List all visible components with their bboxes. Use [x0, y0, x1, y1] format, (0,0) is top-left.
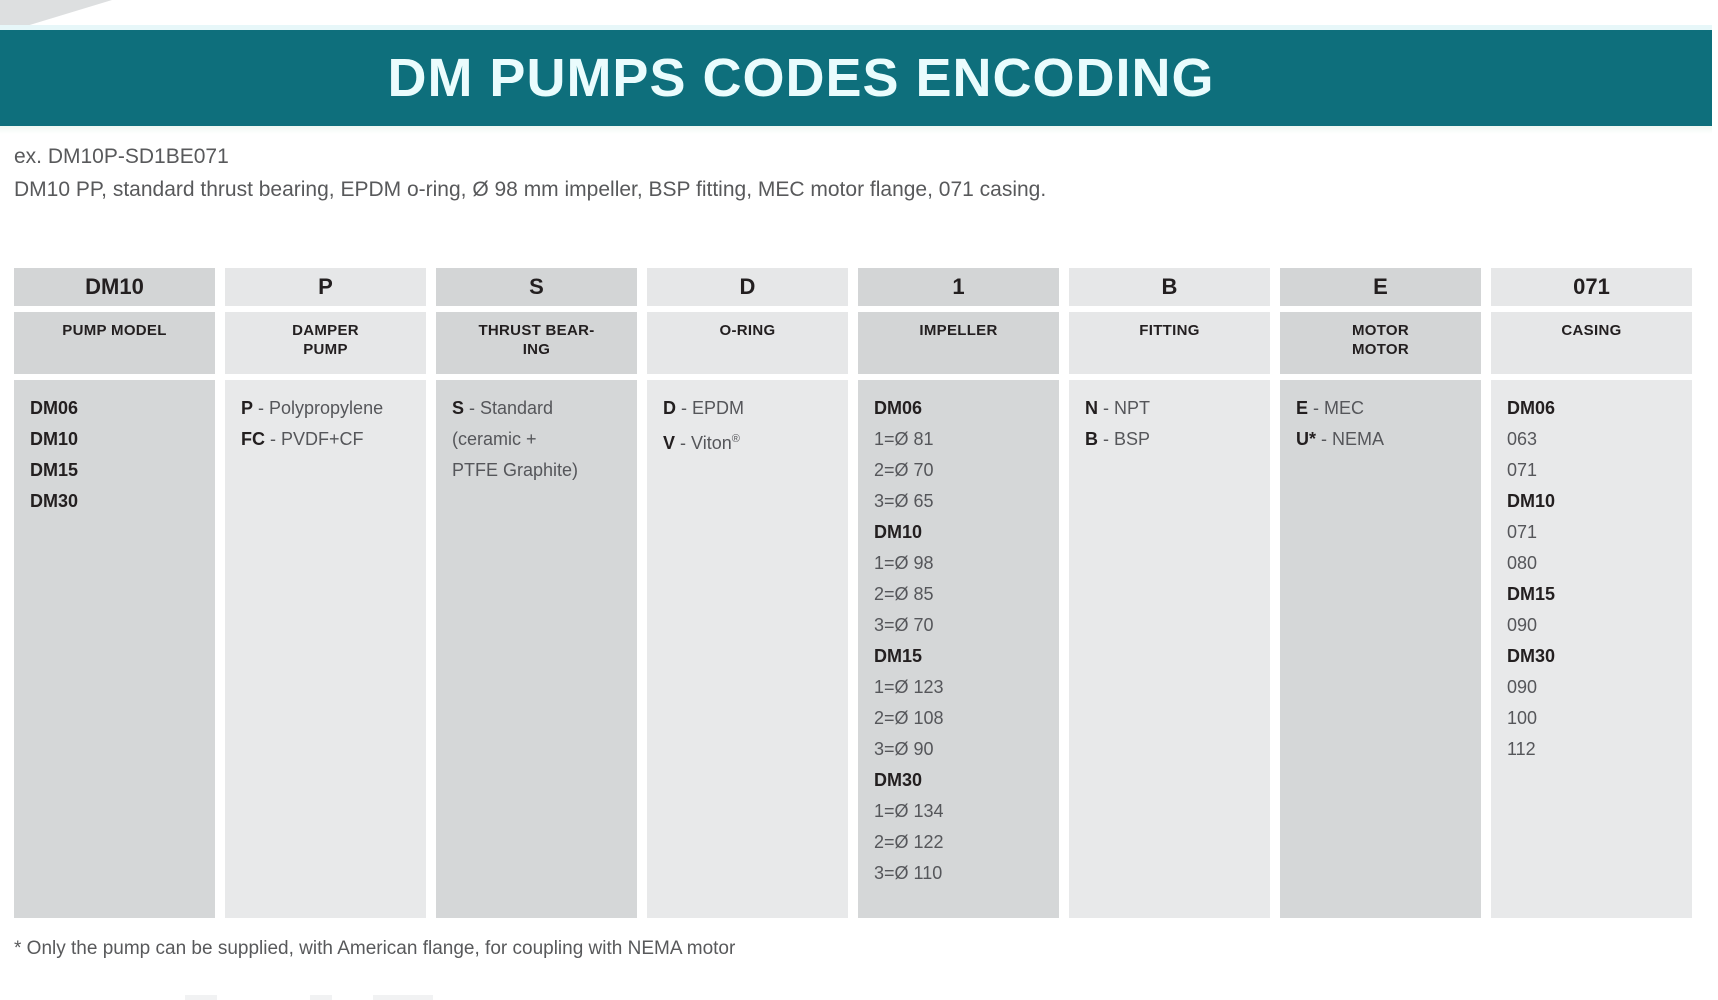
value-line: N - NPT — [1085, 398, 1150, 418]
value-line: 1=Ø 81 — [874, 429, 934, 449]
value-line: DM15 — [1507, 584, 1556, 604]
value-line: PTFE Graphite) — [452, 460, 579, 480]
column-code: 1 — [858, 268, 1059, 306]
value-line: U* - NEMA — [1296, 429, 1385, 449]
table-column-impeller: 1 IMPELLER DM06 1=Ø 81 2=Ø 70 3=Ø 65 DM10 1=Ø… — [858, 268, 1059, 918]
value-line: 3=Ø 90 — [874, 739, 934, 759]
example-block: ex. DM10P-SD1BE071 DM10 PP, standard thr… — [14, 140, 1046, 206]
column-category: FITTING — [1069, 312, 1270, 374]
page-title: DM PUMPS CODES ENCODING — [387, 48, 1215, 108]
cutoff-artifact — [185, 995, 217, 1000]
column-code: E — [1280, 268, 1481, 306]
column-values: DM06 063 071 DM10 071 080 DM15 090 DM30 090 100 112 — [1491, 380, 1692, 918]
table-column-motor-motor: E MOTOR MOTOR E - MEC U* - NEMA — [1280, 268, 1481, 918]
value-line: E - MEC — [1296, 398, 1365, 418]
value-line: (ceramic + — [452, 429, 537, 449]
column-category: CASING — [1491, 312, 1692, 374]
value-line: DM30 — [1507, 646, 1556, 666]
column-values: DM06 1=Ø 81 2=Ø 70 3=Ø 65 DM10 1=Ø 98 2=Ø 85 3=… — [858, 380, 1059, 918]
value-line: DM30 — [874, 770, 923, 790]
column-values: D - EPDM V - Viton® — [647, 380, 848, 918]
value-line: 063 — [1507, 429, 1538, 449]
column-category: MOTOR MOTOR — [1280, 312, 1481, 374]
value-line: 1=Ø 123 — [874, 677, 944, 697]
value-line: DM30 — [30, 491, 79, 511]
value-line: 1=Ø 134 — [874, 801, 944, 821]
column-category: O-RING — [647, 312, 848, 374]
value-line: V - Viton® — [663, 433, 740, 453]
table-column-fitting: B FITTING N - NPT B - BSP — [1069, 268, 1270, 918]
value-line: 2=Ø 70 — [874, 460, 934, 480]
example-code: ex. DM10P-SD1BE071 — [14, 145, 229, 168]
value-line: 2=Ø 85 — [874, 584, 934, 604]
banner-glow-bottom — [0, 126, 1712, 134]
column-code: D — [647, 268, 848, 306]
column-values: N - NPT B - BSP — [1069, 380, 1270, 918]
value-line: DM06 — [30, 398, 79, 418]
column-category: DAMPER PUMP — [225, 312, 426, 374]
footnote: * Only the pump can be supplied, with Am… — [14, 938, 736, 959]
column-category: PUMP MODEL — [14, 312, 215, 374]
value-line: 2=Ø 122 — [874, 832, 944, 852]
value-line: 090 — [1507, 615, 1538, 635]
table-column-casing: 071 CASING DM06 063 071 DM10 071 080 DM15 090 DM… — [1491, 268, 1692, 918]
value-line: 100 — [1507, 708, 1538, 728]
value-line: DM06 — [874, 398, 923, 418]
value-line: 3=Ø 70 — [874, 615, 934, 635]
column-category: THRUST BEAR- ING — [436, 312, 637, 374]
cutoff-artifact — [373, 995, 433, 1000]
column-values: DM06 DM10 DM15 DM30 — [14, 380, 215, 918]
table-column-damper-pump: P DAMPER PUMP P - Polypropylene FC - PVDF… — [225, 268, 426, 918]
column-code: S — [436, 268, 637, 306]
value-line: DM10 — [1507, 491, 1556, 511]
value-line: 3=Ø 65 — [874, 491, 934, 511]
column-code: B — [1069, 268, 1270, 306]
value-line: D - EPDM — [663, 398, 745, 418]
value-line: B - BSP — [1085, 429, 1151, 449]
codes-table: DM10 PUMP MODEL DM06 DM10 DM15 DM30 P DAMPE… — [14, 268, 1692, 918]
example-description: DM10 PP, standard thrust bearing, EPDM o… — [14, 178, 1047, 201]
value-line: 080 — [1507, 553, 1538, 573]
column-code: DM10 — [14, 268, 215, 306]
column-category: IMPELLER — [858, 312, 1059, 374]
value-line: 1=Ø 98 — [874, 553, 934, 573]
value-line: DM10 — [30, 429, 79, 449]
value-line: 3=Ø 110 — [874, 863, 943, 883]
value-line: DM10 — [874, 522, 923, 542]
value-line: DM15 — [874, 646, 923, 666]
value-line: 090 — [1507, 677, 1538, 697]
value-line: 071 — [1507, 522, 1538, 542]
column-values: P - Polypropylene FC - PVDF+CF — [225, 380, 426, 918]
value-line: 071 — [1507, 460, 1538, 480]
value-line: S - Standard — [452, 398, 554, 418]
value-line: 112 — [1507, 739, 1536, 759]
column-values: S - Standard (ceramic + PTFE Graphite) — [436, 380, 637, 918]
column-code: 071 — [1491, 268, 1692, 306]
column-code: P — [225, 268, 426, 306]
banner-glow-top — [0, 25, 1712, 30]
title-banner: DM PUMPS CODES ENCODING — [0, 30, 1712, 126]
value-line: P - Polypropylene — [241, 398, 384, 418]
value-line: FC - PVDF+CF — [241, 429, 364, 449]
table-column-pump-model: DM10 PUMP MODEL DM06 DM10 DM15 DM30 — [14, 268, 215, 918]
column-values: E - MEC U* - NEMA — [1280, 380, 1481, 918]
table-column-o-ring: D O-RING D - EPDM V - Viton® — [647, 268, 848, 918]
value-line: 2=Ø 108 — [874, 708, 944, 728]
cutoff-artifact — [310, 995, 332, 1000]
table-column-thrust-bear-ing: S THRUST BEAR- ING S - Standard (ceramic … — [436, 268, 637, 918]
value-line: DM15 — [30, 460, 79, 480]
value-line: DM06 — [1507, 398, 1556, 418]
